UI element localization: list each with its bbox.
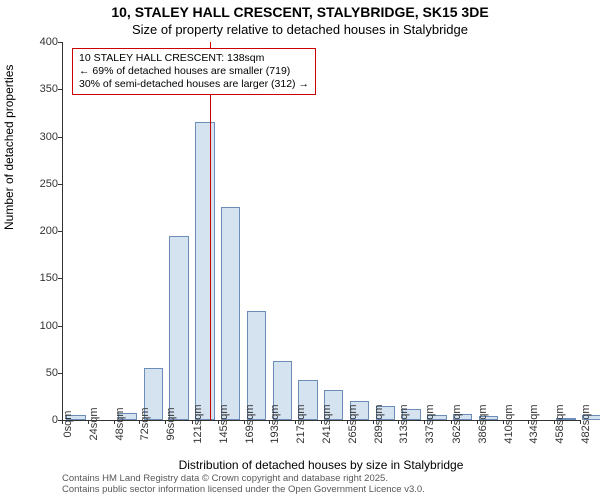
info-box: 10 STALEY HALL CRESCENT: 138sqm ← 69% of… — [72, 48, 316, 95]
x-tick-label: 362sqm — [451, 404, 463, 443]
y-tick-label: 150 — [40, 272, 58, 284]
marker-line — [210, 42, 211, 420]
x-tick-label: 434sqm — [528, 404, 540, 443]
x-tick-mark — [580, 420, 581, 424]
x-tick-label: 121sqm — [192, 404, 204, 443]
x-tick-mark — [218, 420, 219, 424]
x-tick-mark — [451, 420, 452, 424]
chart-subtitle: Size of property relative to detached ho… — [0, 22, 600, 37]
x-tick-mark — [244, 420, 245, 424]
histogram-bar — [169, 236, 188, 420]
attribution-line-2: Contains public sector information licen… — [62, 485, 425, 496]
info-line-3: 30% of semi-detached houses are larger (… — [79, 78, 309, 91]
x-tick-label: 482sqm — [580, 404, 592, 443]
x-tick-mark — [192, 420, 193, 424]
x-tick-label: 386sqm — [477, 404, 489, 443]
histogram-bar — [221, 207, 240, 420]
y-tick-label: 300 — [40, 131, 58, 143]
x-tick-mark — [347, 420, 348, 424]
info-line-2: ← 69% of detached houses are smaller (71… — [79, 65, 309, 78]
y-tick-label: 400 — [40, 36, 58, 48]
x-tick-label: 458sqm — [554, 404, 566, 443]
x-tick-mark — [165, 420, 166, 424]
x-tick-label: 313sqm — [398, 404, 410, 443]
x-tick-mark — [139, 420, 140, 424]
x-tick-mark — [269, 420, 270, 424]
histogram-bar — [195, 122, 214, 420]
x-tick-mark — [554, 420, 555, 424]
x-tick-label: 289sqm — [373, 404, 385, 443]
y-tick-mark — [58, 278, 62, 279]
y-tick-mark — [58, 89, 62, 90]
x-tick-mark — [321, 420, 322, 424]
y-tick-mark — [58, 137, 62, 138]
x-tick-mark — [295, 420, 296, 424]
x-tick-label: 169sqm — [244, 404, 256, 443]
x-tick-label: 72sqm — [139, 407, 151, 440]
x-tick-mark — [114, 420, 115, 424]
x-tick-label: 24sqm — [88, 407, 100, 440]
chart-title: 10, STALEY HALL CRESCENT, STALYBRIDGE, S… — [0, 4, 600, 20]
x-tick-mark — [477, 420, 478, 424]
x-tick-label: 265sqm — [347, 404, 359, 443]
chart-plot-area — [62, 42, 581, 421]
attribution-text: Contains HM Land Registry data © Crown c… — [62, 474, 425, 496]
x-tick-mark — [373, 420, 374, 424]
x-tick-mark — [424, 420, 425, 424]
y-tick-label: 350 — [40, 83, 58, 95]
y-axis-label: Number of detached properties — [2, 65, 16, 230]
x-tick-mark — [62, 420, 63, 424]
y-tick-mark — [58, 373, 62, 374]
x-tick-label: 48sqm — [114, 407, 126, 440]
x-tick-label: 193sqm — [269, 404, 281, 443]
x-tick-label: 337sqm — [424, 404, 436, 443]
y-tick-label: 100 — [40, 320, 58, 332]
x-tick-mark — [398, 420, 399, 424]
x-tick-mark — [88, 420, 89, 424]
y-tick-label: 250 — [40, 178, 58, 190]
y-tick-mark — [58, 184, 62, 185]
x-tick-mark — [528, 420, 529, 424]
x-axis-label: Distribution of detached houses by size … — [62, 458, 580, 472]
info-line-1: 10 STALEY HALL CRESCENT: 138sqm — [79, 52, 309, 65]
y-tick-mark — [58, 231, 62, 232]
y-tick-mark — [58, 326, 62, 327]
x-tick-mark — [503, 420, 504, 424]
y-tick-label: 50 — [46, 367, 58, 379]
x-tick-label: 241sqm — [321, 404, 333, 443]
x-tick-label: 145sqm — [218, 404, 230, 443]
x-tick-label: 217sqm — [295, 404, 307, 443]
x-tick-label: 96sqm — [165, 407, 177, 440]
x-tick-label: 410sqm — [503, 404, 515, 443]
x-tick-label: 0sqm — [62, 411, 74, 438]
y-tick-mark — [58, 42, 62, 43]
y-tick-label: 200 — [40, 225, 58, 237]
